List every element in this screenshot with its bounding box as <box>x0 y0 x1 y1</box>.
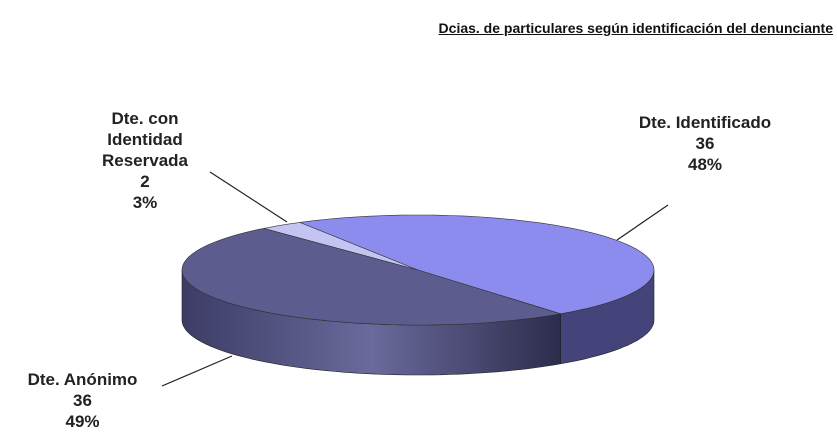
percent-label: 3% <box>132 193 158 212</box>
slice-top <box>263 222 419 271</box>
count-label: 2 <box>140 172 150 191</box>
leader-line <box>616 204 669 241</box>
percent-label: 48% <box>687 155 723 174</box>
category-label: Dte. Identificado <box>638 113 772 132</box>
slice-top <box>298 214 655 315</box>
category-label: Dte. Anónimo <box>27 370 138 389</box>
chart-title: Dcias. de particulares según identificac… <box>438 20 833 36</box>
slice-top <box>181 228 561 326</box>
leader-line <box>161 355 233 387</box>
count-label: 36 <box>73 391 92 410</box>
count-label: 36 <box>695 134 715 153</box>
slice-label: Dte. Identificado 36 48% <box>620 112 790 175</box>
percent-label: 49% <box>65 412 100 431</box>
category-label: Dte. con Identidad Reservada <box>101 109 188 170</box>
leader-line <box>209 171 288 223</box>
slice-label: Dte. Anónimo 36 49% <box>0 369 165 432</box>
slice-label: Dte. con Identidad Reservada 2 3% <box>75 108 215 213</box>
